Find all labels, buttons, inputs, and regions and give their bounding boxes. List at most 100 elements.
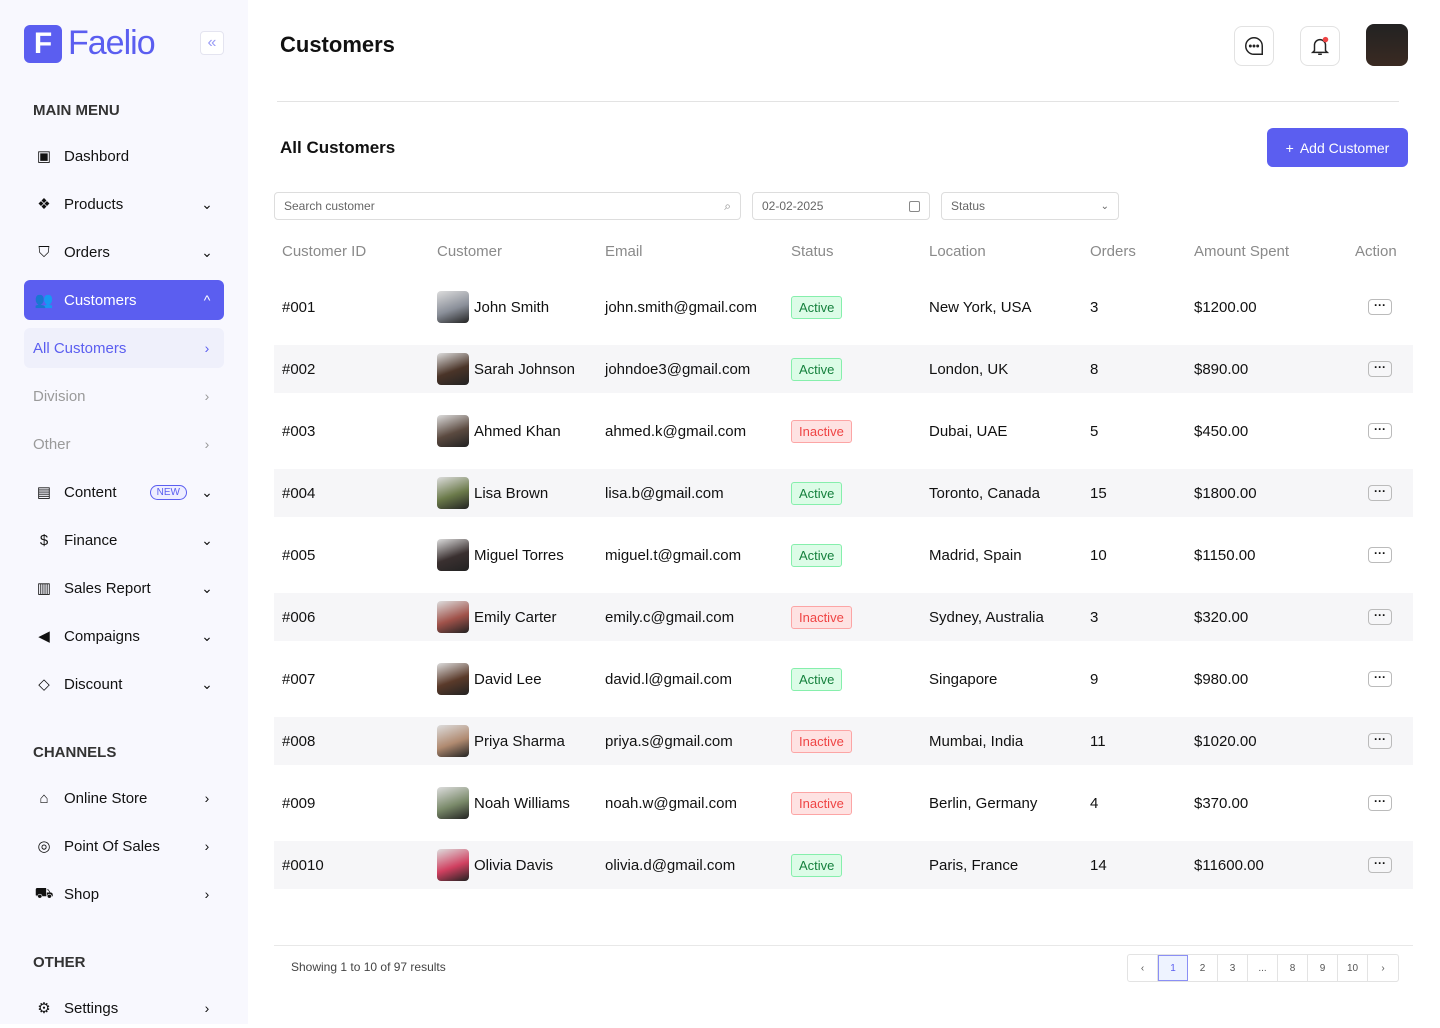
table-row[interactable]: #006 Emily Carter emily.c@gmail.com Inactiv… — [274, 593, 1413, 641]
sidebar-item-finance[interactable]: $ Finance ⌄ — [24, 520, 224, 560]
status-select[interactable]: Status ⌄ — [941, 192, 1119, 220]
more-options-icon[interactable]: ··· — [1368, 857, 1392, 873]
table-row[interactable]: #009 Noah Williams noah.w@gmail.com Inactiv… — [274, 779, 1413, 827]
search-input[interactable]: Search customer ⌕ — [274, 192, 741, 220]
more-options-icon[interactable]: ··· — [1368, 485, 1392, 501]
customer-location: Dubai, UAE — [929, 422, 1008, 440]
footer-divider — [274, 945, 1413, 946]
logo[interactable]: F Faelio — [24, 24, 156, 63]
status-badge: Inactive — [791, 791, 852, 815]
page-button[interactable]: 3 — [1218, 955, 1248, 981]
prev-page-button[interactable]: ‹ — [1128, 955, 1158, 981]
customer-cell: Sarah Johnson — [437, 345, 575, 393]
section-title: All Customers — [280, 138, 396, 157]
collapse-sidebar-button[interactable]: « — [200, 31, 224, 55]
customer-location: London, UK — [929, 360, 1009, 378]
status-badge: Inactive — [791, 605, 852, 629]
column-header: Customer ID — [282, 243, 367, 260]
more-options-icon[interactable]: ··· — [1368, 299, 1392, 315]
customer-orders: 9 — [1090, 670, 1099, 688]
table-row[interactable]: #008 Priya Sharma priya.s@gmail.com Inactiv… — [274, 717, 1413, 765]
chevron-right-icon: › — [204, 388, 210, 404]
amount-spent: $890.00 — [1194, 360, 1249, 378]
sidebar-item-dashbord[interactable]: ▣ Dashbord — [24, 136, 224, 176]
customer-cell: Ahmed Khan — [437, 407, 561, 455]
more-options-icon[interactable]: ··· — [1368, 795, 1392, 811]
customer-location: Berlin, Germany — [929, 794, 1038, 812]
sidebar-item-content[interactable]: ▤ Content NEW ⌄ — [24, 472, 224, 512]
sidebar-item-point-of-sales[interactable]: ◎ Point Of Sales › — [24, 826, 224, 866]
more-options-icon[interactable]: ··· — [1368, 671, 1392, 687]
sidebar-item-customers[interactable]: 👥 Customers ^ — [24, 280, 224, 320]
sidebar-item-label: Dashbord — [64, 147, 130, 165]
customer-id: #0010 — [282, 856, 324, 874]
sidebar-item-shop[interactable]: ⛟ Shop › — [24, 874, 224, 914]
other-heading: OTHER — [33, 954, 86, 971]
customer-id: #006 — [282, 608, 316, 626]
chevron-up-icon: ^ — [203, 292, 211, 308]
sidebar-item-other[interactable]: Other › — [24, 424, 224, 464]
avatar — [437, 725, 469, 757]
page-button[interactable]: 2 — [1188, 955, 1218, 981]
more-options-icon[interactable]: ··· — [1368, 733, 1392, 749]
table-row[interactable]: #004 Lisa Brown lisa.b@gmail.com Active Toro… — [274, 469, 1413, 517]
customer-id: #008 — [282, 732, 316, 750]
column-header: Email — [605, 243, 643, 260]
sidebar-item-discount[interactable]: ◇ Discount ⌄ — [24, 664, 224, 704]
user-avatar[interactable] — [1366, 24, 1408, 66]
table-row[interactable]: #003 Ahmed Khan ahmed.k@gmail.com Inactive D… — [274, 407, 1413, 455]
status-badge: Active — [791, 481, 843, 505]
avatar — [437, 539, 469, 571]
amount-spent: $370.00 — [1194, 794, 1249, 812]
sidebar-item-compaigns[interactable]: ◀ Compaigns ⌄ — [24, 616, 224, 656]
notifications-button[interactable] — [1300, 26, 1340, 66]
sidebar-item-sales-report[interactable]: ▥ Sales Report ⌄ — [24, 568, 224, 608]
date-picker[interactable]: 02-02-2025 — [752, 192, 930, 220]
table-row[interactable]: #007 David Lee david.l@gmail.com Active Sing… — [274, 655, 1413, 703]
status-cell: Active — [791, 345, 843, 393]
sidebar-item-label: Finance — [64, 531, 118, 549]
amount-spent: $11600.00 — [1194, 856, 1264, 874]
more-options-icon[interactable]: ··· — [1368, 547, 1392, 563]
customer-name: Olivia Davis — [474, 856, 554, 874]
sidebar-item-products[interactable]: ❖ Products ⌄ — [24, 184, 224, 224]
next-page-button[interactable]: › — [1381, 962, 1385, 974]
sidebar-item-orders[interactable]: ⛉ Orders ⌄ — [24, 232, 224, 272]
customer-cell: Lisa Brown — [437, 469, 548, 517]
table-row[interactable]: #005 Miguel Torres miguel.t@gmail.com Activ… — [274, 531, 1413, 579]
more-options-icon[interactable]: ··· — [1368, 609, 1392, 625]
customer-email: olivia.d@gmail.com — [605, 856, 736, 874]
messages-button[interactable] — [1234, 26, 1274, 66]
page-button[interactable]: 9 — [1308, 955, 1338, 981]
table-row[interactable]: #0010 Olivia Davis olivia.d@gmail.com Activ… — [274, 841, 1413, 889]
sidebar-item-online-store[interactable]: ⌂ Online Store › — [24, 778, 224, 818]
sidebar-item-division[interactable]: Division › — [24, 376, 224, 416]
pos-icon: ◎ — [37, 838, 51, 855]
page-button[interactable]: ... — [1248, 955, 1278, 981]
store-icon: ⌂ — [39, 789, 49, 807]
page-button[interactable]: 10 — [1338, 955, 1368, 981]
chevron-down-icon: ⌄ — [201, 627, 213, 644]
sidebar: F Faelio « MAIN MENU ▣ Dashbord ❖ Products ⌄… — [0, 0, 248, 1024]
more-options-icon[interactable]: ··· — [1368, 361, 1392, 377]
table-row[interactable]: #002 Sarah Johnson johndoe3@gmail.com Activ… — [274, 345, 1413, 393]
tag-icon: ◇ — [38, 676, 50, 693]
status-badge: Active — [791, 853, 843, 877]
add-customer-label: Add Customer — [1299, 139, 1390, 156]
page-button[interactable]: 1 — [1158, 955, 1188, 981]
page-button[interactable]: 8 — [1278, 955, 1308, 981]
more-options-icon[interactable]: ··· — [1368, 423, 1392, 439]
cart-icon: ⛟ — [34, 884, 54, 902]
sidebar-item-label: Online Store — [64, 789, 148, 807]
add-customer-button[interactable]: + Add Customer — [1267, 128, 1408, 167]
action-cell: ··· — [1368, 593, 1392, 641]
table-row[interactable]: #001 John Smith john.smith@gmail.com Active… — [274, 283, 1413, 331]
avatar — [437, 353, 469, 385]
status-cell: Active — [791, 531, 843, 579]
customer-location: Mumbai, India — [929, 732, 1024, 750]
sidebar-item-label: Content — [64, 483, 117, 501]
customer-cell: Noah Williams — [437, 779, 570, 827]
sidebar-item-settings[interactable]: ⚙ Settings › — [24, 988, 224, 1028]
sidebar-item-all-customers[interactable]: All Customers › — [24, 328, 224, 368]
customer-orders: 8 — [1090, 360, 1099, 378]
